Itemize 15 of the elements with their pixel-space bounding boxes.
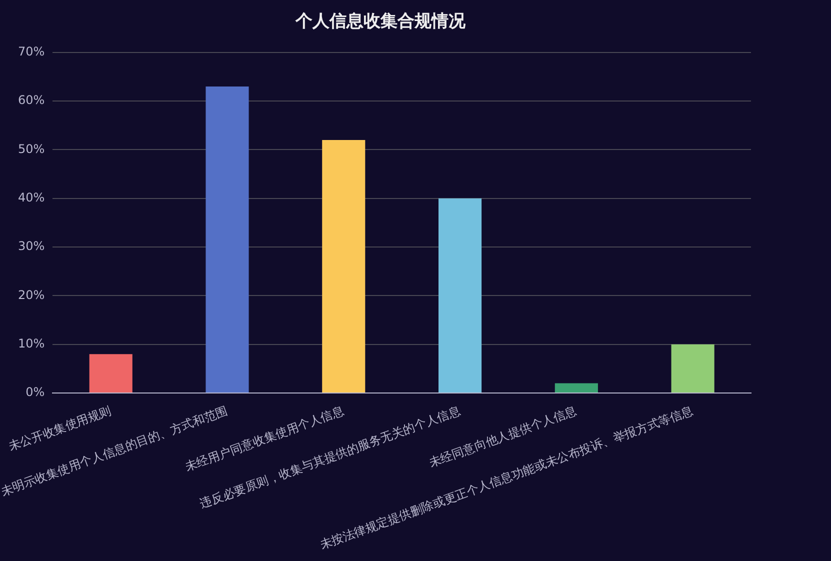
bar <box>554 383 598 393</box>
y-tick-label: 60% <box>18 93 45 108</box>
bar <box>89 354 132 393</box>
chart-title: 个人信息收集合规情况 <box>294 12 466 32</box>
bar <box>206 86 249 393</box>
y-tick-label: 0% <box>26 385 45 400</box>
bar <box>671 344 714 393</box>
bar <box>322 140 366 393</box>
y-tick-label: 30% <box>18 239 45 254</box>
y-tick-label: 20% <box>18 288 45 302</box>
y-tick-label: 10% <box>18 336 45 350</box>
y-tick-label: 40% <box>18 190 45 205</box>
y-tick-label: 70% <box>18 44 45 59</box>
bar <box>438 198 482 393</box>
y-tick-label: 50% <box>18 142 45 156</box>
